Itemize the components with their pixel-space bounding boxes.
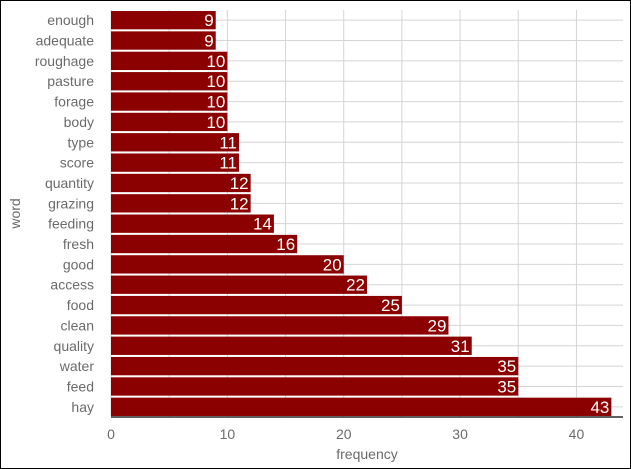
bar-score	[111, 153, 239, 172]
x-tick-labels: 0 10 20 30 40	[107, 426, 584, 442]
y-tick-type: type	[68, 134, 95, 150]
y-tick-body: body	[64, 114, 94, 130]
data-label-clean: 29	[428, 316, 447, 335]
x-tick-20: 20	[336, 426, 352, 442]
data-label-body: 10	[206, 113, 225, 132]
y-tick-feeding: feeding	[48, 216, 94, 232]
y-tick-quality: quality	[54, 338, 94, 354]
y-tick-quantity: quantity	[45, 175, 94, 191]
bar-water	[111, 356, 519, 376]
y-tick-adequate: adequate	[36, 33, 95, 49]
y-axis-title: word	[7, 198, 23, 229]
data-label-water: 35	[497, 357, 516, 376]
y-tick-labels: enough adequate roughage pasture forage body t…	[35, 12, 95, 415]
x-axis-title: frequency	[336, 446, 397, 462]
bar-access	[111, 275, 367, 294]
data-label-score: 11	[219, 154, 237, 173]
data-label-adequate: 9	[204, 32, 213, 51]
y-tick-water: water	[59, 358, 95, 374]
y-tick-food: food	[67, 297, 94, 313]
data-label-feed: 35	[497, 377, 516, 396]
data-label-food: 25	[381, 296, 400, 315]
data-label-forage: 10	[206, 93, 225, 112]
data-label-access: 22	[346, 276, 365, 295]
bar-quality	[111, 336, 472, 355]
bar-food	[111, 295, 402, 315]
y-tick-forage: forage	[54, 94, 94, 110]
y-tick-grazing: grazing	[48, 195, 94, 211]
data-label-roughage: 10	[206, 52, 225, 71]
data-label-feeding: 14	[253, 215, 272, 234]
bar-feed	[111, 377, 519, 396]
x-tick-40: 40	[569, 426, 585, 442]
grid-lines	[110, 10, 623, 417]
y-tick-pasture: pasture	[47, 73, 94, 89]
bar-feeding	[111, 214, 274, 233]
data-label-fresh: 16	[276, 235, 295, 254]
bar-quantity	[111, 173, 251, 193]
bar-grazing	[111, 194, 251, 213]
bar-hay	[111, 397, 612, 416]
y-tick-access: access	[50, 277, 94, 293]
bars	[111, 11, 612, 416]
bar-good	[111, 255, 344, 274]
y-tick-hay: hay	[71, 399, 94, 415]
y-tick-fresh: fresh	[63, 236, 94, 252]
bar-roughage	[111, 51, 228, 71]
y-tick-clean: clean	[61, 317, 94, 333]
data-label-quantity: 12	[230, 174, 249, 193]
data-label-enough: 9	[204, 11, 213, 30]
x-tick-10: 10	[220, 426, 236, 442]
data-label-grazing: 12	[230, 194, 249, 213]
data-label-hay: 43	[590, 398, 609, 417]
bar-fresh	[111, 234, 298, 254]
y-tick-enough: enough	[47, 12, 94, 28]
y-tick-feed: feed	[67, 378, 94, 394]
bar-pasture	[111, 72, 228, 91]
bar-clean	[111, 316, 449, 335]
data-label-good: 20	[323, 255, 342, 274]
y-tick-good: good	[63, 256, 94, 272]
y-tick-score: score	[60, 155, 94, 171]
bar-type	[111, 133, 239, 152]
bar-enough	[111, 11, 216, 30]
x-tick-0: 0	[107, 426, 115, 442]
bar-body	[111, 112, 228, 132]
data-label-pasture: 10	[206, 72, 225, 91]
data-label-quality: 31	[451, 337, 470, 356]
bar-forage	[111, 92, 228, 111]
data-label-type: 11	[219, 133, 237, 152]
y-tick-roughage: roughage	[35, 53, 94, 69]
bar-adequate	[111, 31, 216, 50]
x-tick-30: 30	[452, 426, 468, 442]
